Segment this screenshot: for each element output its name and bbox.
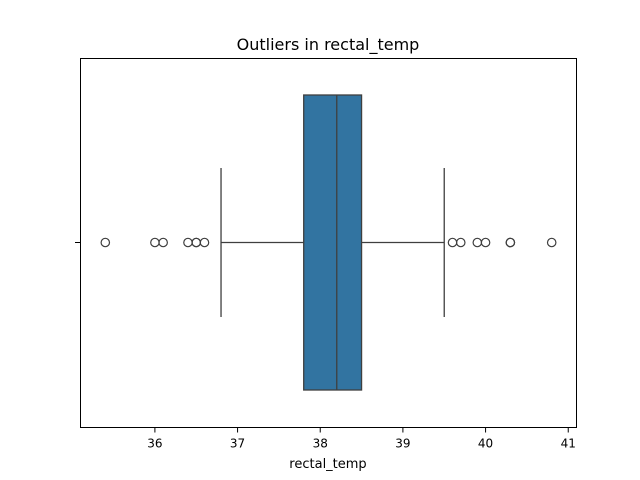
iqr-box: [303, 94, 363, 391]
outlier-point: [505, 237, 516, 248]
x-axis-label: rectal_temp: [289, 457, 366, 472]
x-tick-label: 39: [395, 437, 410, 451]
outlier-point: [191, 237, 202, 248]
x-tick-label: 38: [313, 437, 328, 451]
outlier-point: [480, 237, 491, 248]
x-axis: 36 37 38 39 40 41: [147, 427, 576, 451]
outlier-point: [158, 237, 168, 248]
chart-title: Outliers in rectal_temp: [237, 35, 420, 55]
outlier-point: [150, 237, 160, 248]
outlier-point: [183, 237, 193, 248]
x-tick-label: 37: [230, 437, 245, 451]
x-tick-label: 41: [561, 437, 576, 451]
x-tick-label: 40: [478, 437, 493, 451]
outlier-point: [546, 237, 557, 248]
outlier-point: [472, 237, 483, 248]
outlier-point: [100, 237, 111, 248]
outlier-point: [199, 237, 210, 248]
data-marks: [100, 94, 557, 391]
x-tick-label: 36: [147, 437, 162, 451]
outlier-point: [447, 237, 458, 248]
outlier-point: [455, 237, 466, 248]
